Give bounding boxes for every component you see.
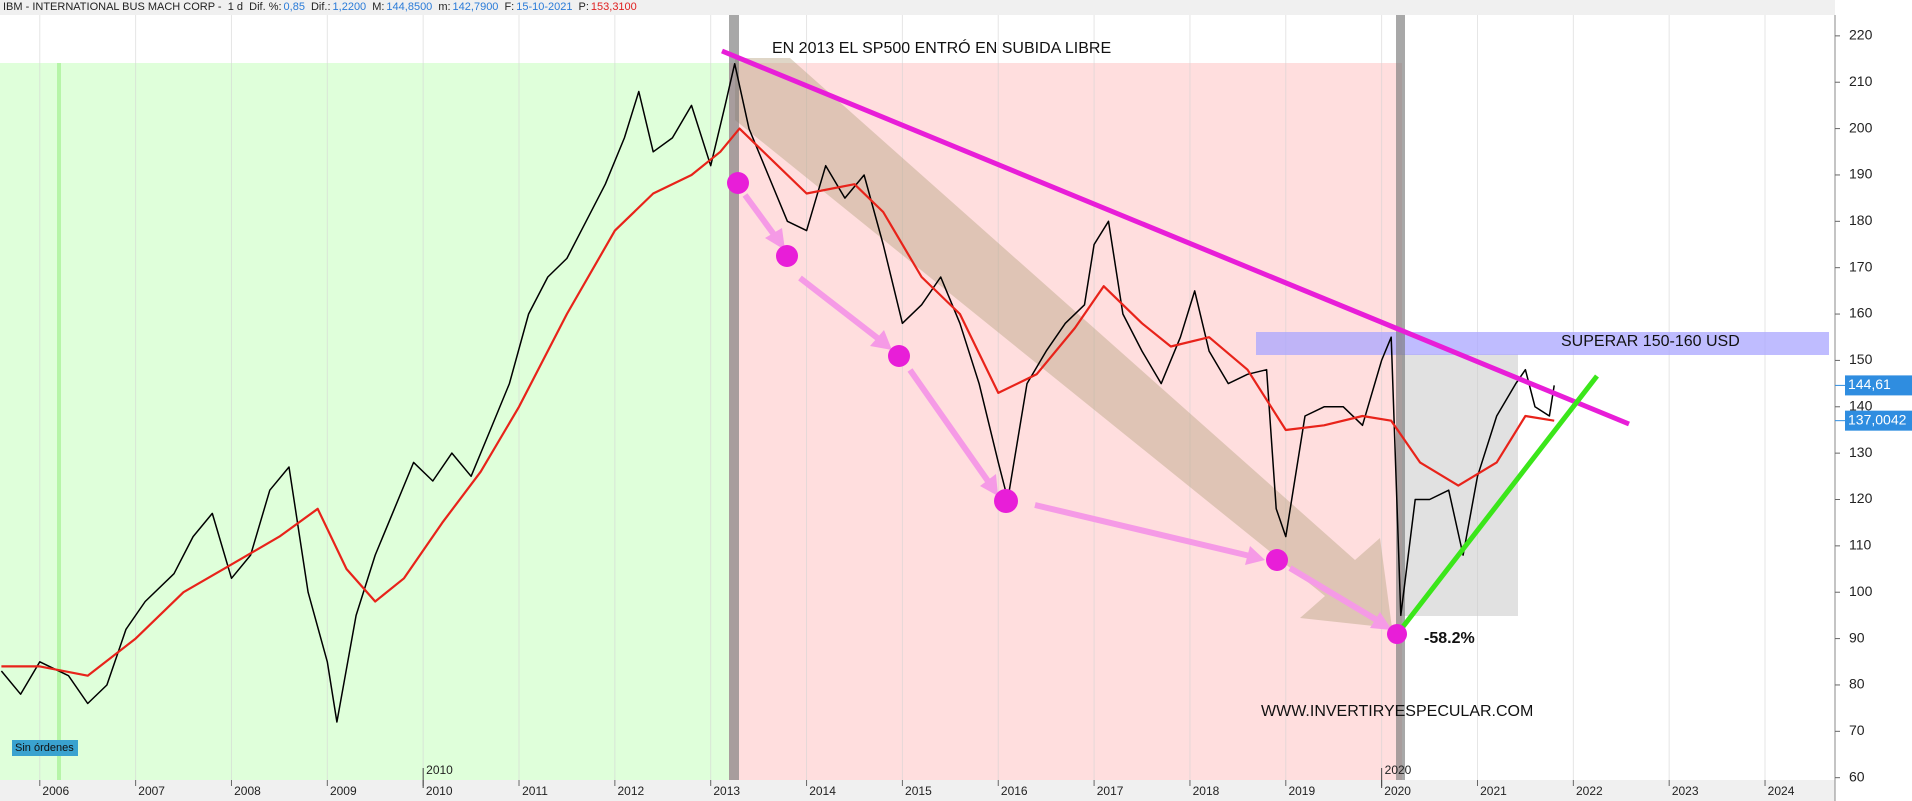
price-badge-label: 144,61 xyxy=(1848,376,1891,392)
y-tick-label: 140 xyxy=(1849,397,1873,413)
x-tick-label: 2010 xyxy=(426,784,453,798)
x-tick-label: 2015 xyxy=(905,784,932,798)
y-tick-label: 200 xyxy=(1849,119,1873,135)
x-major-label: 2010 xyxy=(426,763,453,777)
field-value: 142,7900 xyxy=(452,1,499,13)
period: 1 d xyxy=(227,1,244,13)
arrow-head xyxy=(765,228,785,250)
arrow-head xyxy=(870,330,892,350)
field-value: 1,2200 xyxy=(332,1,367,13)
y-tick-label: 90 xyxy=(1849,629,1865,645)
x-tick-label: 2022 xyxy=(1576,784,1603,798)
x-tick-label: 2016 xyxy=(1001,784,1028,798)
y-tick-label: 120 xyxy=(1849,490,1873,506)
y-tick-label: 170 xyxy=(1849,258,1873,274)
x-tick-label: 2011 xyxy=(522,784,548,798)
field-label: P: xyxy=(578,1,589,13)
pivot xyxy=(1266,549,1288,571)
field-value: 0,85 xyxy=(283,1,305,13)
y-tick-label: 100 xyxy=(1849,583,1873,599)
pink-arrow xyxy=(1288,565,1382,625)
marker-2013 xyxy=(729,15,739,780)
x-tick-label: 2017 xyxy=(1097,784,1124,798)
x-tick-label: 2013 xyxy=(713,784,740,798)
pink-arrow xyxy=(1034,502,1251,559)
y-tick-label: 210 xyxy=(1849,73,1873,89)
x-tick-label: 2021 xyxy=(1480,784,1507,798)
x-tick-label: 2006 xyxy=(42,784,69,798)
x-tick-label: 2024 xyxy=(1768,784,1795,798)
y-tick-label: 190 xyxy=(1849,166,1873,182)
y-tick-label: 160 xyxy=(1849,305,1873,321)
field-value: 15-10-2021 xyxy=(516,1,573,13)
symbol: IBM - INTERNATIONAL BUS MACH CORP - xyxy=(3,1,222,13)
bull-zone xyxy=(0,63,729,780)
annotation: -58.2% xyxy=(1424,630,1475,647)
field-label: m: xyxy=(438,1,451,13)
y-tick-label: 130 xyxy=(1849,444,1873,460)
pivot xyxy=(776,245,798,267)
x-tick-label: 2018 xyxy=(1193,784,1220,798)
orders-label: Sin órdenes xyxy=(15,742,74,754)
x-tick-label: 2012 xyxy=(618,784,645,798)
y-tick-label: 180 xyxy=(1849,212,1873,228)
arrow-heads xyxy=(765,228,1392,630)
x-major-label: 2020 xyxy=(1385,763,1412,777)
pivot-circles xyxy=(727,172,1407,644)
annotation: WWW.INVERTIRYESPECULAR.COM xyxy=(1261,703,1533,720)
field-label: Dif.: xyxy=(310,1,331,13)
annotation: SUPERAR 150-160 USD xyxy=(1561,333,1740,350)
y-tick-label: 150 xyxy=(1849,351,1873,367)
bear-zone xyxy=(729,63,1402,780)
header: IBM - INTERNATIONAL BUS MACH CORP - 1 d … xyxy=(0,0,1835,15)
y-axis-bg xyxy=(1835,0,1912,801)
y-tick-label: 70 xyxy=(1849,722,1865,738)
field-value: 144,8500 xyxy=(386,1,433,13)
y-tick-label: 220 xyxy=(1849,27,1873,43)
resistance-trendline xyxy=(721,48,1630,427)
pivot xyxy=(994,489,1018,513)
y-tick-label: 60 xyxy=(1849,768,1865,784)
price-line xyxy=(0,62,1555,723)
price-badge xyxy=(1845,410,1912,431)
x-tick-label: 2008 xyxy=(234,784,261,798)
arrow-head xyxy=(1245,546,1265,565)
field-label: F: xyxy=(504,1,515,13)
pink-arrow xyxy=(742,193,778,238)
y-tick-label: 80 xyxy=(1849,676,1865,692)
pink-arrow xyxy=(907,368,993,486)
x-axis-bg xyxy=(0,780,1835,801)
pink-arrow xyxy=(798,275,882,343)
resistance-band xyxy=(1256,332,1829,355)
marker-2020 xyxy=(1396,15,1405,780)
price-line xyxy=(1,127,1555,677)
x-tick-label: 2009 xyxy=(330,784,357,798)
field-value: 153,3100 xyxy=(590,1,637,13)
annotations xyxy=(742,193,1382,625)
x-tick-label: 2023 xyxy=(1672,784,1699,798)
arrow-head xyxy=(1370,612,1392,630)
pivot xyxy=(1387,624,1407,644)
support-trendline xyxy=(1400,374,1599,630)
y-tick-label: 110 xyxy=(1849,537,1872,553)
pivot xyxy=(888,345,910,367)
price-badge xyxy=(1845,375,1912,396)
price-badge-label: 137,0042 xyxy=(1848,411,1907,427)
x-tick-label: 2014 xyxy=(809,784,836,798)
arrow-head xyxy=(980,474,998,496)
x-tick-label: 2020 xyxy=(1384,784,1411,798)
field-label: M: xyxy=(372,1,385,13)
orders-badge xyxy=(12,740,78,756)
pivot xyxy=(727,172,749,194)
x-tick-label: 2007 xyxy=(138,784,165,798)
annotation: EN 2013 EL SP500 ENTRÓ EN SUBIDA LIBRE xyxy=(772,38,1111,57)
x-tick-label: 2019 xyxy=(1288,784,1315,798)
field-label: Dif. %: xyxy=(249,1,282,13)
